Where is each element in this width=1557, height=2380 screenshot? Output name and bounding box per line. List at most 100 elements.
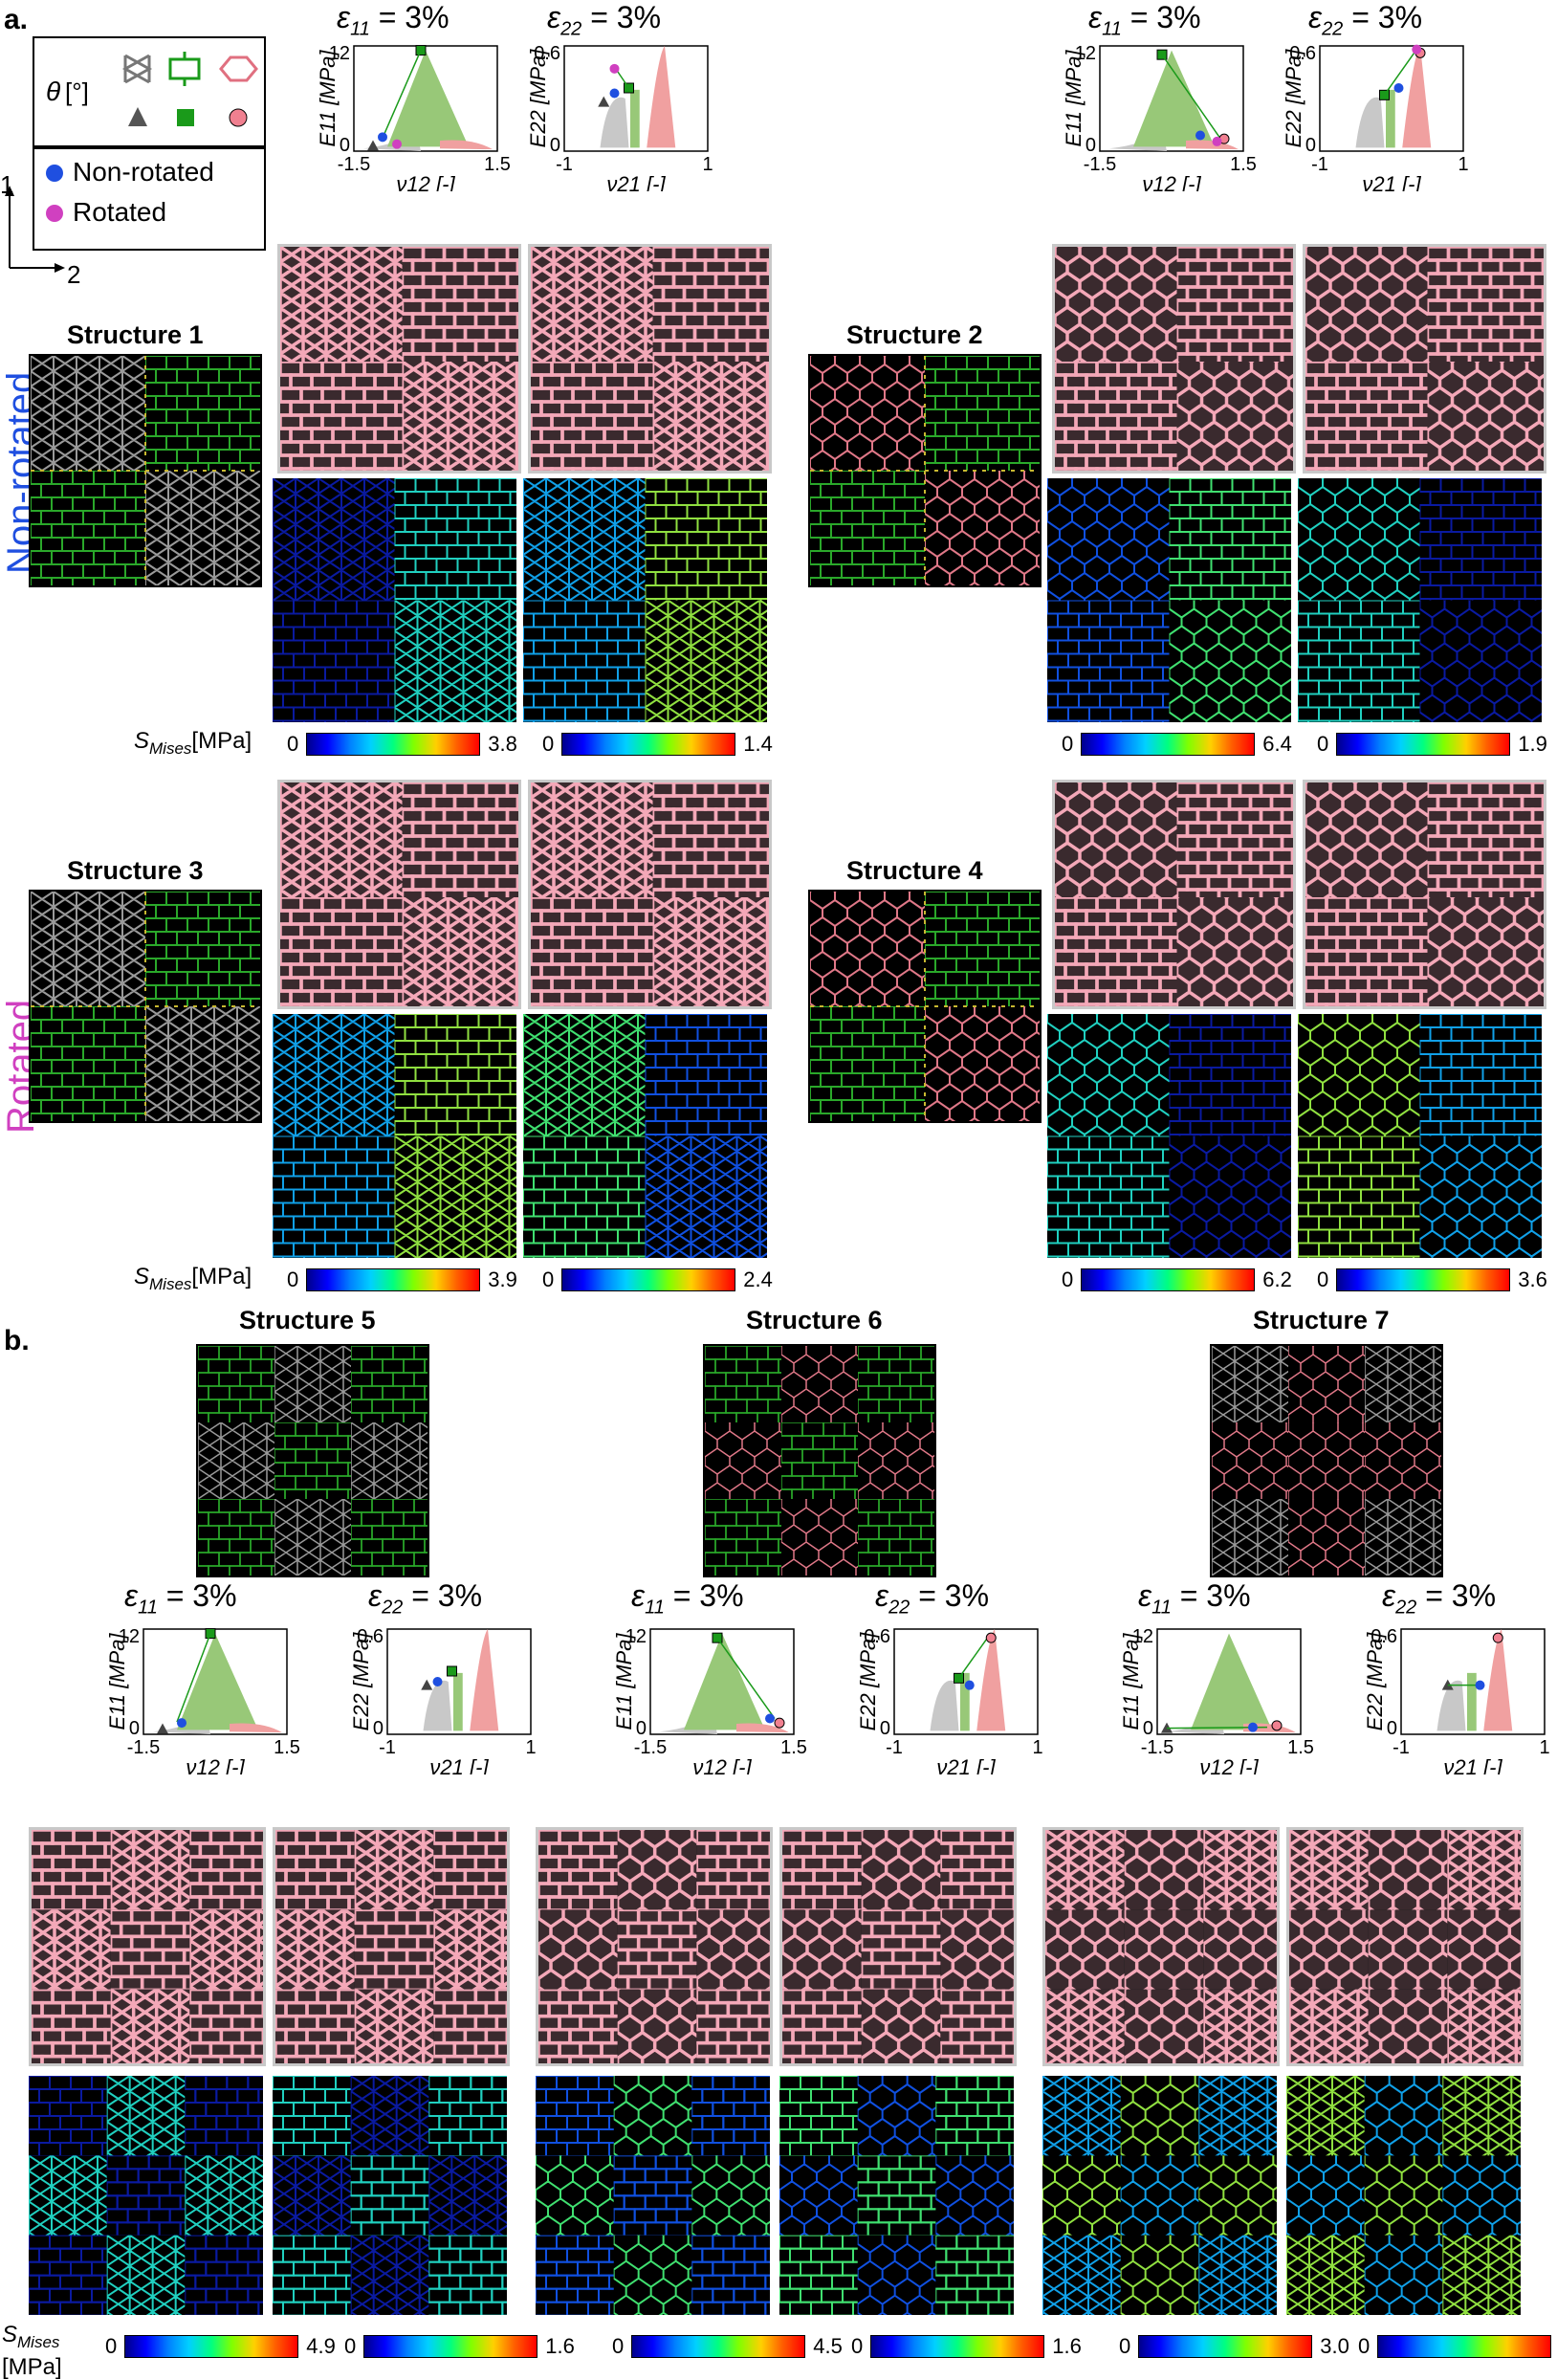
epsilon-symbol: ε [1138,1578,1152,1613]
cloud-reentrant [423,1680,452,1731]
colorbar-s2-1: 0 6.4 [1062,732,1292,757]
structure-3-geometry [29,890,262,1123]
x-tick-max: 1.5 [484,154,511,175]
y-tick-max: 0.6 [534,43,560,64]
head-s2-eps11: ε11 = 3% [1088,0,1201,40]
colorbar-s7-1: 0 3.0 [1119,2334,1349,2359]
colorbar-gradient [306,1268,481,1291]
epsilon-symbol: ε [631,1578,646,1613]
y-axis-label: E11 [MPa] [1062,50,1086,147]
fea-s7-eps22 [1286,2076,1521,2315]
epsilon-symbol: ε [337,0,351,34]
plot-s7-E11-svg: 12 0-1.5 1.5 ν12 [-] E11 [MPa] [1119,1626,1314,1779]
y-tick-min: 0 [1143,1718,1153,1739]
photo-s1-eps11 [277,244,521,474]
cbar-min: 0 [542,732,555,756]
rotated-dot-icon [46,205,63,222]
cbar-max: 4.9 [306,2334,336,2358]
fea-s6-eps11 [536,2076,770,2315]
epsilon-subscript: 22 [1322,18,1344,40]
cloud-reentrant [1436,1680,1466,1731]
y-axis-label: E22 [MPa] [526,49,550,148]
photo-s4-eps22 [1303,780,1546,1009]
epsilon-subscript: 22 [560,18,582,40]
cloud-rectangle [1191,1633,1272,1730]
structure-title-6: Structure 6 [746,1306,883,1334]
y-tick-min: 0 [636,1718,647,1739]
y-tick-max: 12 [625,1626,647,1647]
cbar-max: 1.6 [545,2334,575,2358]
y-tick-min: 0 [1305,135,1316,156]
plot-marker [1393,83,1404,93]
cbar-max: 3.9 [488,1267,517,1291]
hexagon-cell-icon [219,55,258,82]
head-s6-eps22: ε22 = 3% [875,1578,989,1619]
structure-7-geometry [1210,1344,1443,1577]
y-axis-label: E22 [MPa] [1363,1632,1387,1731]
fea-s2-eps11 [1047,478,1291,722]
photo-s7-eps11 [1042,1827,1280,2066]
fea-s7-eps11 [1042,2076,1277,2315]
plot-s7-E22: 0.6 0 -1 1 ν21 [-] E22 [MPa] [1363,1621,1557,1779]
x-tick-min: -1 [556,154,573,175]
axis-1-label: 1 [0,170,14,199]
structure-6-geometry [703,1344,936,1577]
cloud-rectangle [1467,1672,1477,1731]
cbar-max: 4.5 [813,2334,843,2358]
cloud-rectangle [177,1633,258,1730]
head-s7-eps11: ε11 = 3% [1138,1578,1251,1619]
cbar-min: 0 [1119,2334,1131,2358]
strain-value: = 3% [1171,1578,1251,1613]
x-tick-max: 1 [1458,154,1468,175]
plot-s2-E22: 0.6 0 -1 1 ν21 [-] E22 [MPa] [1282,38,1482,196]
cloud-rectangle [387,50,469,147]
x-tick-min: -1 [886,1737,903,1758]
fea-s1-eps22 [523,478,767,722]
structure-title-5: Structure 5 [239,1306,376,1334]
x-axis-label: ν21 [-] [429,1755,489,1774]
epsilon-symbol: ε [875,1578,889,1613]
rotated-legend-label: Rotated [73,197,167,227]
x-tick-min: -1.5 [634,1737,667,1758]
y-tick-max: 12 [119,1626,140,1647]
head-s2-eps22: ε22 = 3% [1308,0,1422,40]
head-s1-eps22: ε22 = 3% [547,0,661,40]
plot-s2-E22-svg: 0.6 0-1 1 ν21 [-] E22 [MPa] [1282,43,1469,196]
strain-value: = 3% [1416,1578,1497,1613]
panel-b-label: b. [4,1325,30,1356]
fea-s5-eps11 [29,2076,263,2315]
non-rotated-dot-icon [46,165,63,182]
colorbar-gradient [363,2335,538,2358]
plot-marker [177,1718,186,1729]
fea-s3-eps11 [273,1014,516,1258]
y-axis-label: E22 [MPa] [349,1632,373,1731]
plot-arrow [957,1637,989,1679]
structure-title-4: Structure 4 [846,856,983,885]
y-tick-max: 0.6 [1371,1626,1397,1647]
x-tick-max: 1.5 [780,1737,807,1758]
structure-1-geometry [29,354,262,587]
y-tick-max: 12 [1075,43,1096,64]
plot-s1-E22: 0.6 0 -1 1 ν21 [-] E22 [MPa] [526,38,727,196]
smises-label-panel-b: SMises [MPa] [2,2323,62,2380]
cloud-hexagon [736,1723,789,1733]
strain-value: = 3% [581,0,662,34]
photo-s5-eps22 [273,1827,510,2066]
x-axis-label: ν12 [-] [1142,172,1201,191]
plot-marker [367,140,379,151]
structure-title-2: Structure 2 [846,320,983,349]
cloud-rectangle [1133,50,1215,147]
plot-marker [1248,1722,1258,1732]
colorbar-gradient [1336,733,1511,756]
plot-marker [415,45,427,56]
x-axis-label: ν21 [-] [1362,172,1421,191]
plot-s6-E22: 0.6 0 -1 1 ν21 [-] E22 [MPa] [856,1621,1057,1779]
x-tick-max: 1 [1032,1737,1042,1758]
smises-label-row-2: SMises[MPa] [134,1265,252,1297]
plot-s5-E11-svg: 12 0-1.5 1.5 ν12 [-] E11 [MPa] [105,1626,300,1779]
photo-s3-eps22 [528,780,772,1009]
plot-s2-E11-svg: 12 0-1.5 1.5 ν12 [-] E11 [MPa] [1062,43,1257,196]
y-tick-max: 12 [1132,1626,1153,1647]
cbar-max: 2.4 [743,1267,773,1291]
plot-marker [598,96,610,107]
